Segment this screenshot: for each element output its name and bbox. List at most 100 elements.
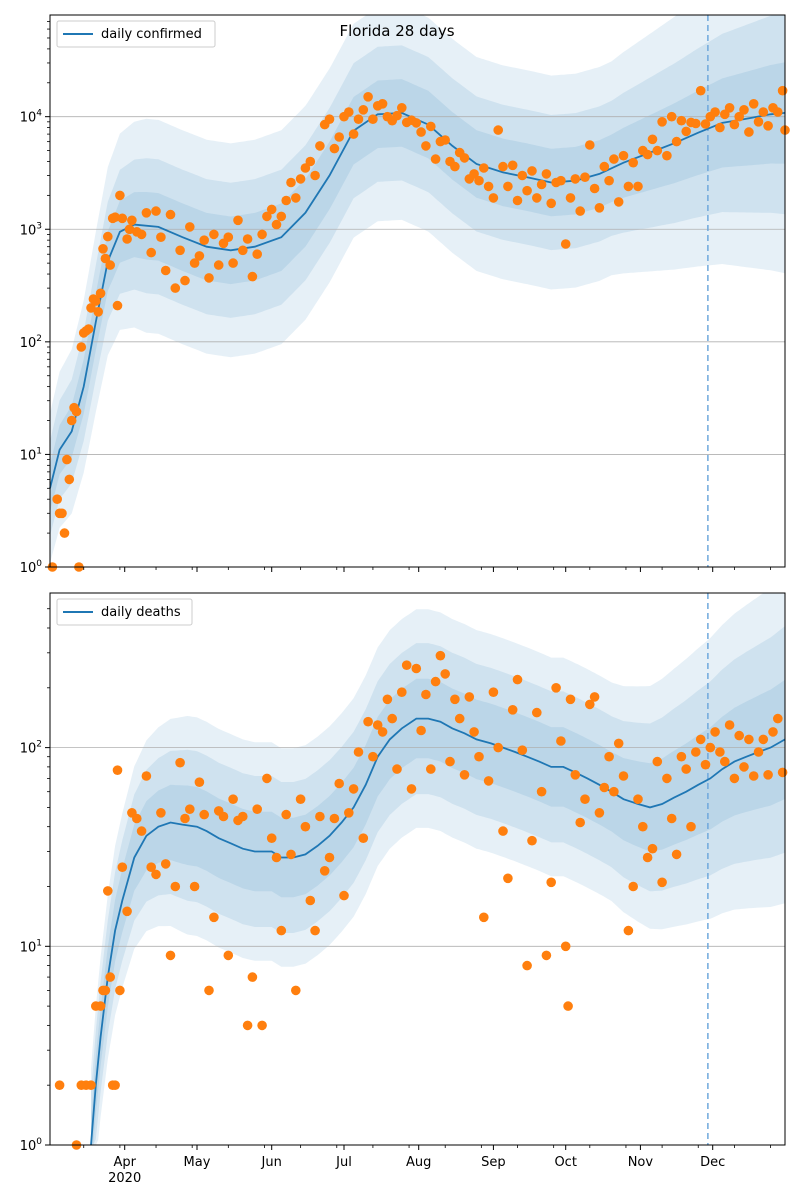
- data-point: [105, 972, 115, 982]
- data-point: [768, 727, 778, 737]
- data-point: [247, 271, 258, 282]
- data-point: [589, 692, 600, 702]
- data-point: [691, 747, 701, 757]
- data-point: [156, 232, 166, 242]
- data-point: [363, 92, 373, 102]
- data-point: [469, 169, 479, 179]
- confidence-band: [91, 593, 785, 1145]
- data-point: [348, 784, 359, 794]
- data-point: [585, 699, 595, 710]
- legend: daily confirmed: [56, 20, 216, 48]
- data-point: [300, 163, 311, 173]
- data-point: [633, 181, 643, 192]
- data-point: [469, 727, 479, 737]
- x-tick-label: Apr: [113, 1155, 136, 1170]
- data-point: [180, 813, 190, 824]
- data-point: [695, 734, 706, 745]
- x-tick-label: Aug: [406, 1155, 431, 1170]
- data-point: [748, 771, 759, 781]
- x-year-label: 2020: [108, 1171, 141, 1186]
- data-point: [570, 770, 581, 780]
- data-point: [247, 972, 258, 982]
- data-point: [185, 222, 195, 232]
- data-point: [98, 244, 108, 254]
- data-point: [522, 185, 532, 196]
- data-point: [170, 283, 181, 293]
- data-point: [536, 786, 547, 797]
- data-point: [315, 141, 325, 151]
- data-point: [66, 415, 77, 426]
- data-point: [223, 232, 234, 242]
- data-point: [95, 288, 106, 299]
- data-point: [421, 689, 431, 700]
- data-point: [580, 172, 590, 182]
- data-point: [633, 794, 643, 804]
- data-point: [560, 941, 571, 952]
- data-point: [165, 950, 176, 961]
- data-point: [329, 143, 340, 154]
- data-point: [305, 895, 316, 906]
- confidence-band: [50, 15, 785, 536]
- data-point: [262, 773, 272, 784]
- data-point: [315, 811, 325, 822]
- data-point: [671, 136, 682, 147]
- data-point: [628, 157, 638, 168]
- data-point: [387, 713, 398, 724]
- data-point: [353, 114, 364, 124]
- data-point: [281, 195, 292, 206]
- data-point: [57, 508, 67, 519]
- data-point: [271, 219, 282, 230]
- data-point: [426, 764, 436, 774]
- data-point: [503, 873, 513, 884]
- data-point: [199, 809, 209, 820]
- data-point: [739, 762, 749, 772]
- data-point: [141, 771, 152, 781]
- data-point: [753, 117, 764, 127]
- confirmed-points: [47, 85, 790, 572]
- x-tick-label: Jun: [261, 1155, 282, 1170]
- data-point: [763, 770, 773, 780]
- data-point: [734, 111, 744, 122]
- data-point: [493, 125, 504, 135]
- data-point: [464, 692, 475, 702]
- data-point: [117, 213, 128, 224]
- data-point: [563, 1001, 573, 1011]
- data-point: [276, 925, 287, 936]
- data-point: [536, 179, 547, 190]
- data-point: [507, 160, 518, 171]
- data-point: [339, 890, 349, 901]
- data-point: [257, 1020, 267, 1031]
- data-point: [585, 140, 595, 150]
- data-point: [532, 193, 542, 203]
- data-point: [628, 881, 638, 892]
- data-point: [647, 843, 658, 854]
- data-point: [570, 174, 581, 184]
- data-point: [676, 751, 687, 762]
- data-point: [86, 1080, 96, 1090]
- data-point: [609, 786, 619, 797]
- data-point: [204, 985, 214, 996]
- data-point: [132, 813, 142, 824]
- data-point: [666, 813, 677, 824]
- data-point: [522, 960, 532, 971]
- data-point: [710, 107, 720, 117]
- data-point: [353, 747, 364, 757]
- data-point: [695, 85, 706, 96]
- data-point: [194, 251, 205, 261]
- data-point: [228, 794, 238, 804]
- data-point: [324, 114, 335, 124]
- data-point: [401, 660, 412, 670]
- data-point: [676, 115, 687, 126]
- data-point: [170, 881, 181, 892]
- data-point: [115, 985, 125, 996]
- data-point: [705, 742, 716, 753]
- data-point: [358, 105, 369, 115]
- data-point: [100, 253, 111, 264]
- data-point: [281, 809, 292, 820]
- confidence-bands: [50, 15, 785, 564]
- data-point: [54, 1080, 65, 1090]
- data-point: [83, 324, 94, 334]
- data-point: [450, 161, 460, 172]
- data-point: [671, 849, 682, 860]
- data-point: [599, 161, 610, 172]
